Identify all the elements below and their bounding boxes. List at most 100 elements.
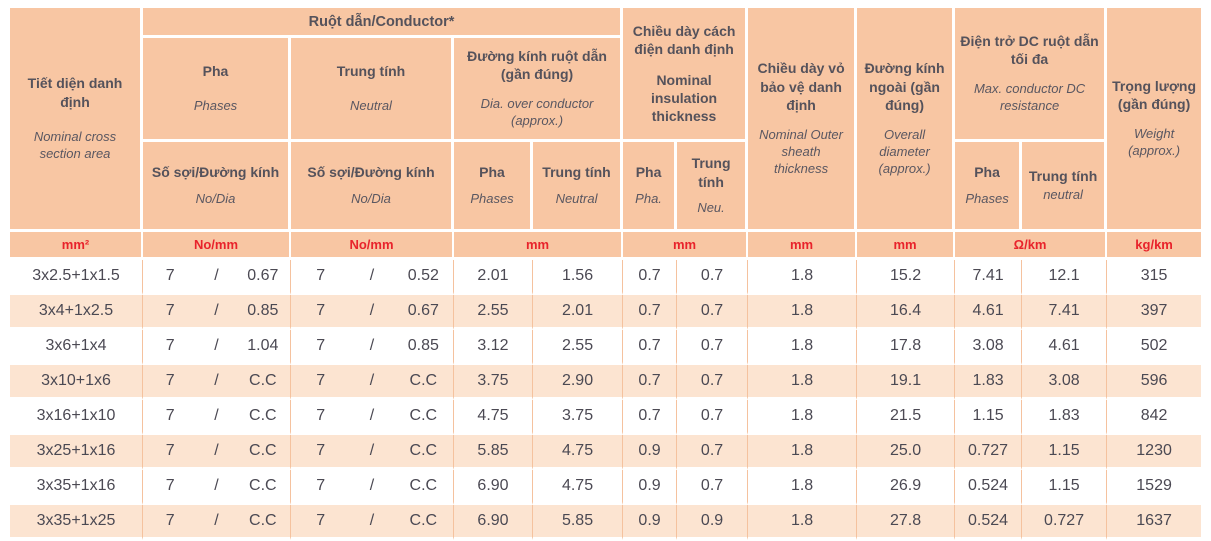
strand-dia: C.C <box>249 477 277 494</box>
units-row-group: mm² No/mm No/mm mm mm mm mm Ω/km kg/km <box>10 232 1202 260</box>
cell-overall: 17.8 <box>857 330 956 365</box>
cell-dia-pha: 3.12 <box>454 330 533 365</box>
cell-dia-neutral: 5.85 <box>533 505 624 540</box>
header-dia-neutral: Trung tính Neutral <box>533 142 624 232</box>
cell-dc-pha: 0.727 <box>955 435 1023 470</box>
header-strands-neutral-en: No/Dia <box>351 190 391 206</box>
slash: / <box>369 267 375 284</box>
header-dia-pha-en: Phases <box>470 190 514 206</box>
unit-section: mm² <box>10 232 143 260</box>
cell-dia-neutral: 2.01 <box>533 295 624 330</box>
table-row: 3x2.5+1x1.5 7/0.67 7/0.52 2.01 1.56 0.7 … <box>10 260 1202 295</box>
cell-weight: 315 <box>1107 260 1202 295</box>
cell-conductor-neutral: 7 / C.C <box>291 365 454 400</box>
strand-dia: C.C <box>409 442 438 459</box>
cell-insulation-pha: 0.9 <box>623 470 678 505</box>
cell-dia-neutral: 4.75 <box>533 470 624 505</box>
header-dc-neutral-vi: Trung tính <box>1028 167 1098 184</box>
header-strands-neutral-vi: Số sợi/Đường kính <box>307 164 435 181</box>
header-section-vi: Tiết diện danh định <box>27 75 123 110</box>
slash: / <box>214 407 219 424</box>
header-sheath-en: Nominal Outer sheath thickness <box>759 126 843 176</box>
cell-insulation-neutral: 0.7 <box>677 365 749 400</box>
cell-dc-neutral: 4.61 <box>1022 330 1108 365</box>
strand-count: 7 <box>316 337 326 354</box>
slash: / <box>214 512 219 529</box>
header-dia-neutral-vi: Trung tính <box>542 164 611 181</box>
cell-section: 3x2.5+1x1.5 <box>10 260 143 295</box>
cell-dc-neutral: 1.15 <box>1022 435 1108 470</box>
strand-dia: C.C <box>409 407 438 424</box>
header-dia-pha-vi: Pha <box>479 164 505 181</box>
strand-count: 7 <box>316 407 326 424</box>
table-row: 3x25+1x16 7/C.C 7/C.C 5.85 4.75 0.9 0.7 … <box>10 435 1202 470</box>
cell-weight: 596 <box>1107 365 1202 400</box>
unit-conductor-pha: No/mm <box>143 232 291 260</box>
slash: / <box>369 302 375 319</box>
cell-dc-pha: 7.41 <box>955 260 1023 295</box>
cell-insulation-pha: 0.7 <box>623 365 678 400</box>
strand-dia: 0.52 <box>407 267 439 284</box>
strand-dia: 1.04 <box>247 337 279 354</box>
header-strands-pha-en: No/Dia <box>195 190 236 206</box>
header-conductor-neutral-en: Neutral <box>350 98 392 114</box>
header-insulation-neutral: Trung tính Neu. <box>677 142 749 232</box>
table-row: 3x10+1x6 7 / C.C 7 / C.C 3.75 2.90 0.7 0.7 1… <box>10 365 1202 400</box>
cell-dc-pha: 0.524 <box>955 505 1023 540</box>
cell-dc-pha: 1.83 <box>955 365 1023 400</box>
strand-dia: C.C <box>409 512 438 529</box>
cell-dc-neutral: 0.727 <box>1022 505 1108 540</box>
cell-conductor-pha: 7 / C.C <box>143 400 291 435</box>
cell-weight: 1637 <box>1107 505 1202 540</box>
cell-section: 3x25+1x16 <box>10 435 143 470</box>
cell-conductor-pha: 7 / C.C <box>143 470 291 505</box>
cell-section: 3x16+1x10 <box>10 400 143 435</box>
cell-conductor-neutral: 7 / C.C <box>291 470 454 505</box>
header-strands-pha-vi: Số sợi/Đường kính <box>151 164 280 181</box>
cell-section: 3x10+1x6 <box>10 365 143 400</box>
cell-conductor-pha: 7 / 1.04 <box>143 330 291 365</box>
cell-insulation-pha: 0.9 <box>623 505 678 540</box>
unit-conductor-neutral: No/mm <box>291 232 454 260</box>
header-insulation-pha: Pha Pha. <box>623 142 678 232</box>
cell-overall: 27.8 <box>857 505 956 540</box>
strand-count: 7 <box>165 477 175 494</box>
strand-count: 7 <box>316 442 326 459</box>
header-insulation-group-en: Nominal insulation thickness <box>650 71 718 125</box>
slash: / <box>369 372 375 389</box>
cell-dc-pha: 3.08 <box>955 330 1023 365</box>
cell-insulation-neutral: 0.7 <box>677 330 749 365</box>
strand-count: 7 <box>316 477 326 494</box>
cell-insulation-pha: 0.7 <box>623 330 678 365</box>
header-weight-vi: Trọng lượng (gần đúng) <box>1112 77 1196 113</box>
header-insulation-group-vi: Chiều dày cách điện danh định <box>632 22 736 57</box>
cell-insulation-pha: 0.9 <box>623 435 678 470</box>
header-conductor-pha: Pha Phases <box>143 38 291 142</box>
cell-dia-neutral: 4.75 <box>533 435 624 470</box>
slash: / <box>214 267 219 284</box>
header-conductor-pha-vi: Pha <box>202 62 229 79</box>
header-dia-group-vi: Đường kính ruột dẫn (gần đúng) <box>467 47 607 83</box>
cell-section: 3x4+1x2.5 <box>10 295 143 330</box>
strand-count: 7 <box>165 337 175 354</box>
strand-dia: C.C <box>409 372 438 389</box>
cell-dc-pha: 4.61 <box>955 295 1023 330</box>
slash: / <box>369 477 375 494</box>
cell-dc-neutral: 7.41 <box>1022 295 1108 330</box>
cell-conductor-neutral: 7 / 0.85 <box>291 330 454 365</box>
strand-dia: C.C <box>409 477 438 494</box>
strand-dia: 0.85 <box>247 302 279 319</box>
header-dia-neutral-en: Neutral <box>555 190 598 206</box>
cell-insulation-neutral: 0.7 <box>677 470 749 505</box>
header-sheath: Chiều dày vỏ bảo vệ danh định Nominal Ou… <box>748 8 858 232</box>
unit-dc: Ω/km <box>955 232 1108 260</box>
header-weight: Trọng lượng (gần đúng) Weight (approx.) <box>1107 8 1202 232</box>
cell-dia-pha: 3.75 <box>454 365 533 400</box>
strand-count: 7 <box>165 512 175 529</box>
cell-dia-neutral: 2.55 <box>533 330 624 365</box>
header-conductor-neutral-vi: Trung tính <box>336 62 406 79</box>
header-section: Tiết diện danh định Nominal cross sectio… <box>10 8 143 232</box>
cell-sheath: 1.8 <box>748 365 858 400</box>
cell-conductor-neutral: 7 / C.C <box>291 505 454 540</box>
